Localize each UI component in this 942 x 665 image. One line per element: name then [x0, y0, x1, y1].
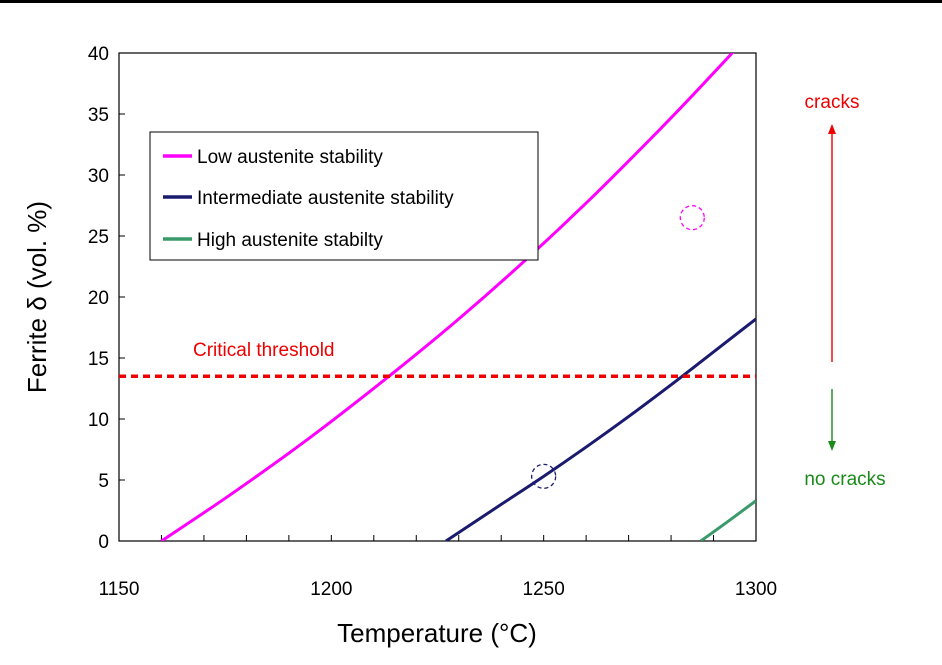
x-tick-label: 1250	[523, 579, 565, 600]
cracks-label: cracks	[805, 92, 860, 113]
legend: Low austenite stability Intermediate aus…	[149, 131, 539, 261]
legend-label-high: High austenite stabilty	[197, 230, 383, 251]
legend-label-low: Low austenite stability	[197, 147, 383, 168]
no-cracks-arrow-head	[828, 441, 836, 451]
y-tick-label: 30	[88, 166, 109, 187]
y-tick-label: 15	[88, 349, 109, 370]
no-cracks-label: no cracks	[804, 469, 885, 490]
top-border-line	[0, 0, 942, 3]
series-line-high	[699, 499, 756, 541]
y-tick-label: 35	[88, 105, 109, 126]
y-tick-label: 20	[88, 288, 109, 309]
y-tick-label: 5	[98, 471, 109, 492]
x-axis-title: Temperature (°C)	[337, 618, 537, 648]
no-cracks-annotation: no cracks	[804, 389, 886, 490]
x-tick-label: 1300	[735, 579, 777, 600]
y-tick-label: 10	[88, 410, 109, 431]
x-tick-label: 1150	[99, 579, 140, 600]
legend-label-intermediate: Intermediate austenite stability	[197, 188, 454, 209]
y-axis-ticks: 0 5 10 15 20 25 30 35 40	[88, 44, 125, 553]
x-tick-label: 1200	[310, 579, 352, 600]
legend-box	[149, 131, 539, 261]
highlight-circle-marker	[679, 205, 705, 231]
marker-layer	[531, 205, 705, 489]
series-line-low	[160, 53, 735, 541]
y-tick-label: 25	[88, 227, 109, 248]
series-layer	[160, 53, 756, 541]
cracks-arrow-head	[828, 124, 836, 134]
critical-threshold-label: Critical threshold	[193, 340, 335, 361]
y-axis-title: Ferrite δ (vol. %)	[22, 201, 52, 393]
y-tick-label: 0	[98, 532, 109, 553]
y-tick-label: 40	[88, 44, 109, 65]
series-line-intermediate	[445, 317, 756, 541]
plot-area-frame	[118, 52, 757, 542]
cracks-annotation: cracks	[805, 92, 860, 362]
highlight-circle-marker	[531, 463, 557, 489]
x-axis-ticks: 1150 1200 1250 1300	[99, 535, 777, 600]
